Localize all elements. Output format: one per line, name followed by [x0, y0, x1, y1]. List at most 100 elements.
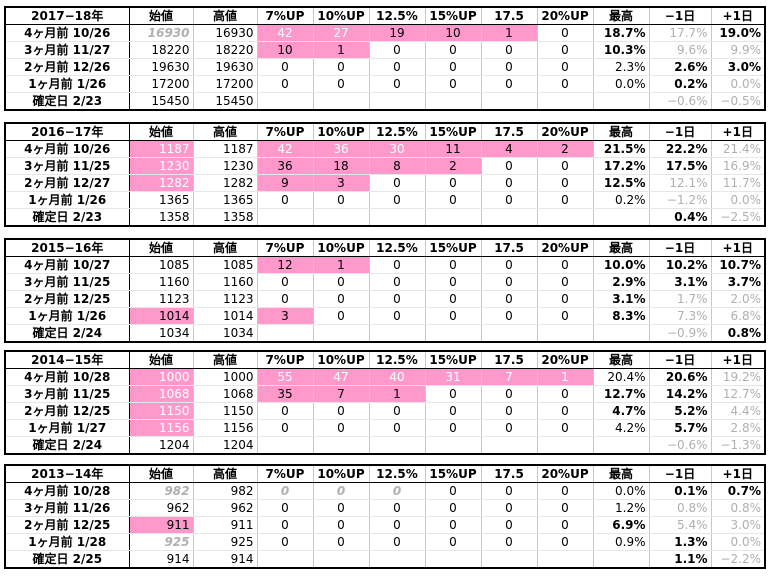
header-up20[interactable]: 20%UP — [536, 464, 594, 483]
cell-minus1[interactable]: −0.6% — [648, 436, 712, 455]
cell-high[interactable]: 925 — [192, 533, 258, 551]
cell-up15[interactable]: 0 — [424, 499, 482, 517]
cell-up7[interactable]: 0 — [256, 402, 314, 420]
header-up12-5[interactable]: 12.5% — [368, 122, 426, 141]
cell-up17-5[interactable] — [480, 92, 538, 111]
cell-up12-5[interactable]: 0 — [368, 273, 426, 291]
cell-up15[interactable]: 0 — [424, 58, 482, 76]
cell-up15[interactable] — [424, 324, 482, 343]
cell-up15[interactable]: 0 — [424, 174, 482, 192]
cell-plus1[interactable]: −0.5% — [710, 92, 766, 111]
row-label[interactable]: 3ヶ月前 11/26 — [4, 499, 130, 517]
cell-up20[interactable]: 0 — [536, 58, 594, 76]
header-minus1[interactable]: −1日 — [648, 464, 712, 483]
cell-up17-5[interactable] — [480, 324, 538, 343]
cell-up20[interactable]: 0 — [536, 41, 594, 59]
cell-max[interactable] — [592, 436, 650, 455]
cell-up12-5[interactable] — [368, 436, 426, 455]
cell-minus1[interactable]: −0.6% — [648, 92, 712, 111]
cell-up17-5[interactable]: 0 — [480, 385, 538, 403]
row-label[interactable]: 確定日 2/25 — [4, 550, 130, 569]
cell-up12-5[interactable]: 0 — [368, 533, 426, 551]
cell-up12-5[interactable]: 0 — [368, 41, 426, 59]
cell-open[interactable]: 1160 — [128, 273, 194, 291]
cell-up15[interactable]: 0 — [424, 41, 482, 59]
cell-up10[interactable] — [312, 208, 370, 227]
cell-open[interactable]: 1150 — [128, 402, 194, 420]
cell-max[interactable]: 20.4% — [592, 368, 650, 386]
cell-open[interactable]: 1085 — [128, 256, 194, 274]
row-label[interactable]: 1ヶ月前 1/26 — [4, 307, 130, 325]
cell-up15[interactable]: 31 — [424, 368, 482, 386]
cell-up17-5[interactable]: 0 — [480, 307, 538, 325]
cell-max[interactable]: 21.5% — [592, 140, 650, 158]
cell-up15[interactable]: 0 — [424, 191, 482, 209]
cell-max[interactable]: 0.9% — [592, 533, 650, 551]
cell-plus1[interactable]: 6.8% — [710, 307, 766, 325]
header-up20[interactable]: 20%UP — [536, 350, 594, 369]
cell-up15[interactable] — [424, 92, 482, 111]
header-up15[interactable]: 15%UP — [424, 6, 482, 25]
cell-high[interactable]: 1085 — [192, 256, 258, 274]
cell-up10[interactable]: 27 — [312, 24, 370, 42]
cell-up20[interactable]: 0 — [536, 290, 594, 308]
cell-up17-5[interactable] — [480, 208, 538, 227]
cell-up15[interactable]: 0 — [424, 402, 482, 420]
cell-high[interactable]: 914 — [192, 550, 258, 569]
cell-up20[interactable]: 0 — [536, 516, 594, 534]
cell-minus1[interactable]: 5.4% — [648, 516, 712, 534]
cell-high[interactable]: 1187 — [192, 140, 258, 158]
cell-plus1[interactable]: 12.7% — [710, 385, 766, 403]
cell-high[interactable]: 19630 — [192, 58, 258, 76]
cell-max[interactable]: 1.2% — [592, 499, 650, 517]
cell-up10[interactable]: 0 — [312, 191, 370, 209]
cell-open[interactable]: 982 — [128, 482, 194, 500]
row-label[interactable]: 4ヶ月前 10/28 — [4, 368, 130, 386]
cell-up20[interactable]: 0 — [536, 499, 594, 517]
cell-max[interactable]: 17.2% — [592, 157, 650, 175]
header-open[interactable]: 始値 — [128, 238, 194, 257]
header-up20[interactable]: 20%UP — [536, 6, 594, 25]
cell-open[interactable]: 911 — [128, 516, 194, 534]
cell-minus1[interactable]: 10.2% — [648, 256, 712, 274]
cell-up10[interactable]: 0 — [312, 290, 370, 308]
row-label[interactable]: 4ヶ月前 10/27 — [4, 256, 130, 274]
header-up20[interactable]: 20%UP — [536, 238, 594, 257]
header-plus1[interactable]: +1日 — [710, 350, 766, 369]
cell-up17-5[interactable]: 0 — [480, 499, 538, 517]
cell-up20[interactable]: 0 — [536, 191, 594, 209]
cell-open[interactable]: 1358 — [128, 208, 194, 227]
cell-up10[interactable]: 1 — [312, 256, 370, 274]
cell-up20[interactable]: 0 — [536, 402, 594, 420]
cell-up12-5[interactable]: 40 — [368, 368, 426, 386]
cell-up10[interactable]: 0 — [312, 75, 370, 93]
cell-open[interactable]: 15450 — [128, 92, 194, 111]
header-up20[interactable]: 20%UP — [536, 122, 594, 141]
cell-up12-5[interactable]: 0 — [368, 307, 426, 325]
cell-high[interactable]: 911 — [192, 516, 258, 534]
cell-up12-5[interactable]: 0 — [368, 191, 426, 209]
cell-plus1[interactable]: 10.7% — [710, 256, 766, 274]
cell-plus1[interactable]: 0.7% — [710, 482, 766, 500]
header-high[interactable]: 高値 — [192, 122, 258, 141]
cell-max[interactable]: 10.3% — [592, 41, 650, 59]
header-max[interactable]: 最高 — [592, 122, 650, 141]
cell-open[interactable]: 16930 — [128, 24, 194, 42]
cell-open[interactable]: 1204 — [128, 436, 194, 455]
cell-up20[interactable]: 0 — [536, 174, 594, 192]
cell-up20[interactable]: 0 — [536, 419, 594, 437]
cell-open[interactable]: 1230 — [128, 157, 194, 175]
cell-minus1[interactable]: 5.7% — [648, 419, 712, 437]
cell-open[interactable]: 17200 — [128, 75, 194, 93]
header-up7[interactable]: 7%UP — [256, 464, 314, 483]
cell-up7[interactable]: 0 — [256, 533, 314, 551]
cell-up10[interactable]: 1 — [312, 41, 370, 59]
cell-up7[interactable]: 0 — [256, 273, 314, 291]
cell-minus1[interactable]: 1.1% — [648, 550, 712, 569]
year-title[interactable]: 2014−15年 — [4, 350, 130, 369]
cell-max[interactable] — [592, 550, 650, 569]
cell-up15[interactable]: 0 — [424, 290, 482, 308]
cell-plus1[interactable]: 0.8% — [710, 499, 766, 517]
cell-up7[interactable]: 35 — [256, 385, 314, 403]
header-open[interactable]: 始値 — [128, 464, 194, 483]
